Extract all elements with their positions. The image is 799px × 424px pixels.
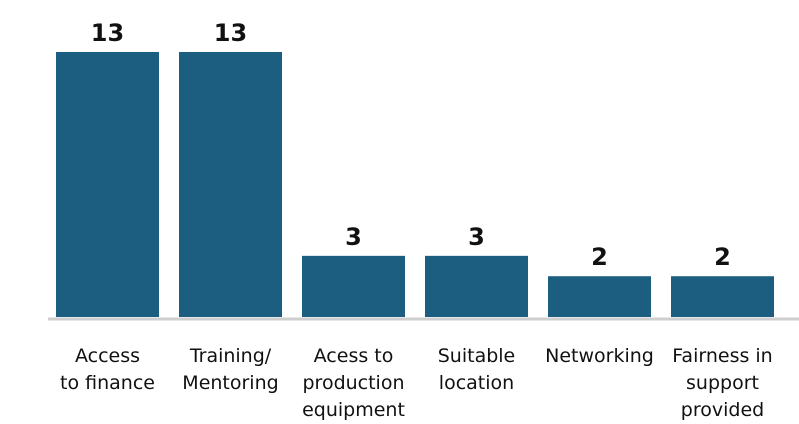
bar <box>671 276 774 317</box>
x-tick-label: Suitable location <box>437 345 516 394</box>
value-label: 13 <box>214 19 247 47</box>
x-tick-label: Training/ Mentoring <box>182 345 279 394</box>
value-label: 13 <box>91 19 124 47</box>
bar <box>56 52 159 317</box>
value-label: 2 <box>591 243 608 271</box>
bar <box>179 52 282 317</box>
x-tick-label: Acess to production equipment <box>302 345 405 421</box>
x-tick-label: Networking <box>545 345 654 367</box>
x-tick-label: Access to finance <box>60 345 155 394</box>
value-label: 2 <box>714 243 731 271</box>
bar <box>425 255 528 317</box>
value-label: 3 <box>468 223 485 251</box>
value-label: 3 <box>345 223 362 251</box>
bar <box>302 255 405 317</box>
bar <box>548 276 651 317</box>
x-tick-label: Fairness in support provided <box>672 345 773 421</box>
